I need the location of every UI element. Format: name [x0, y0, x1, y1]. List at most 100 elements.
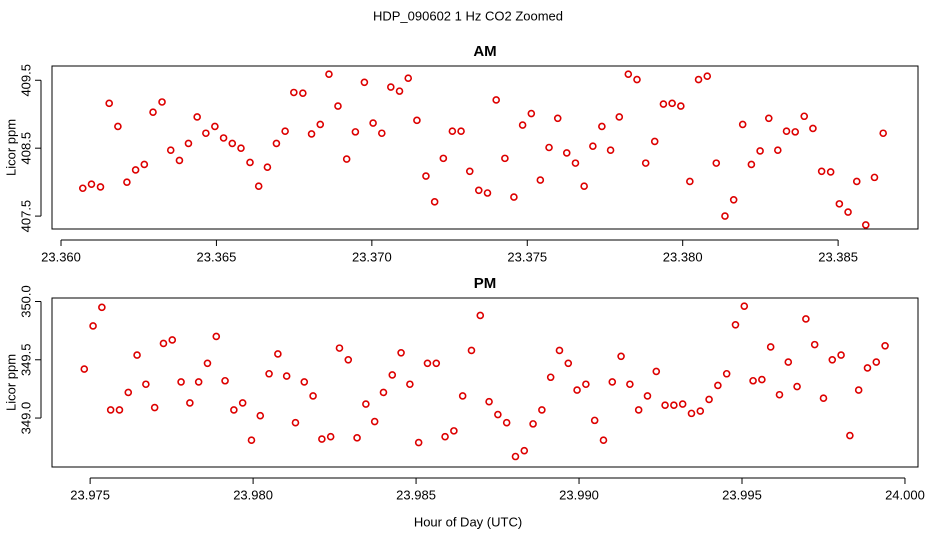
data-point [793, 382, 801, 391]
data-point [335, 344, 344, 352]
data-point [422, 172, 430, 180]
data-point [202, 129, 210, 138]
x-tick-label: 23.985 [396, 487, 436, 502]
y-tick-label: 409.5 [18, 64, 33, 97]
data-point [555, 346, 564, 355]
x-tick-label: 23.385 [818, 249, 858, 264]
y-tick-label: 350.0 [18, 285, 33, 318]
data-point [599, 436, 608, 444]
data-point [527, 109, 536, 118]
data-point [694, 75, 703, 84]
data-point [274, 350, 282, 358]
data-point [467, 346, 476, 355]
data-point [705, 395, 713, 404]
data-point [634, 406, 643, 414]
data-point [608, 378, 617, 386]
data-point [441, 432, 449, 441]
data-point [166, 146, 175, 155]
data-point [580, 182, 588, 191]
data-point [740, 302, 749, 310]
data-point [714, 381, 722, 390]
data-point [784, 358, 793, 366]
data-point [571, 159, 580, 167]
data-point [485, 397, 493, 406]
data-point [159, 339, 168, 348]
data-point [221, 376, 229, 385]
page-title: HDP_090602 1 Hz CO2 Zoomed [373, 8, 563, 23]
data-point [353, 434, 361, 442]
data-point [458, 392, 467, 400]
data-point [494, 410, 502, 419]
data-point [545, 143, 553, 152]
data-point [423, 359, 432, 368]
data-point [404, 74, 413, 83]
data-point [96, 183, 105, 191]
y-tick-label: 408.5 [18, 132, 33, 165]
data-point [854, 386, 863, 394]
data-point [432, 359, 441, 368]
data-point [828, 355, 837, 364]
data-point [439, 154, 448, 163]
data-point [256, 411, 265, 420]
data-point [696, 407, 705, 415]
data-point [774, 146, 782, 155]
data-point [105, 99, 113, 108]
data-point [158, 98, 166, 106]
data-point [562, 149, 571, 157]
data-point [835, 200, 844, 208]
data-point [661, 401, 669, 410]
data-point [448, 127, 457, 135]
data-point [465, 167, 474, 176]
data-point [175, 156, 184, 165]
data-point [413, 116, 421, 125]
data-point [536, 176, 545, 184]
data-point [791, 128, 800, 136]
data-point [686, 177, 694, 186]
data-point [184, 139, 193, 148]
data-point [483, 189, 492, 197]
data-point [230, 406, 238, 414]
data-point [211, 122, 219, 131]
data-point [564, 359, 573, 368]
data-point [589, 142, 597, 150]
data-point [722, 369, 731, 378]
data-point [670, 401, 678, 410]
data-point [203, 359, 212, 368]
data-point [819, 394, 828, 403]
data-point [140, 160, 149, 169]
x-tick-label: 23.995 [722, 487, 762, 502]
x-tick-label: 23.980 [233, 487, 273, 502]
data-point [212, 332, 221, 341]
y-tick-label: 349.0 [18, 402, 33, 435]
data-point [474, 186, 483, 195]
data-point [738, 120, 747, 129]
data-point [450, 427, 458, 435]
data-point [307, 130, 316, 138]
data-point [246, 158, 254, 167]
data-point [502, 418, 511, 427]
data-point [237, 144, 245, 152]
data-point [553, 114, 562, 123]
data-point [342, 155, 351, 163]
data-point [677, 102, 685, 110]
data-point [316, 120, 325, 129]
data-point [186, 399, 194, 407]
data-point [861, 221, 870, 229]
data-point [106, 406, 115, 414]
data-point [228, 139, 237, 148]
panel-title: PM [474, 275, 497, 292]
data-point [520, 446, 529, 455]
x-tick-label: 23.360 [41, 249, 81, 264]
data-point [758, 375, 766, 384]
data-point [299, 89, 307, 97]
data-point [590, 416, 599, 425]
data-point [712, 159, 721, 167]
data-point [766, 343, 775, 351]
data-point [89, 322, 97, 330]
data-point [142, 380, 150, 389]
data-point [133, 351, 141, 359]
data-point [80, 365, 89, 373]
data-point [177, 378, 185, 386]
data-point [837, 351, 845, 359]
data-point [800, 112, 809, 121]
